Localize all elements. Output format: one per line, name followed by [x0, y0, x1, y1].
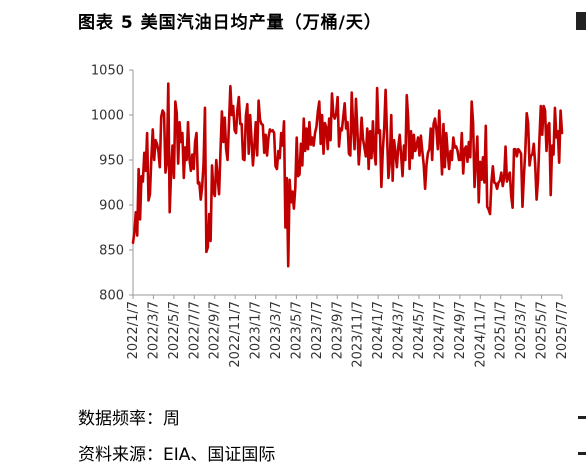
y-tick-label: 1000: [91, 109, 124, 124]
x-tick-label: 2023/5/7: [289, 301, 304, 359]
x-tick-label: 2022/5/7: [167, 301, 182, 359]
data-frequency-note: 数据频率：周: [78, 409, 180, 429]
y-tick-label: 800: [99, 289, 124, 304]
x-tick-label: 2024/7/7: [432, 301, 447, 359]
x-tick-label: 2023/9/7: [330, 301, 345, 359]
x-tick-label: 2024/1/7: [371, 301, 386, 359]
y-tick-label: 950: [99, 154, 124, 169]
clipped-edge-dot: [578, 452, 586, 455]
x-tick-label: 2023/3/7: [269, 301, 284, 359]
x-tick-label: 2022/11/7: [228, 301, 243, 368]
x-tick-label: 2022/9/7: [208, 301, 223, 359]
x-tick-label: 2024/11/7: [473, 301, 488, 368]
x-tick-label: 2022/1/7: [126, 301, 141, 359]
y-axis-ticks: 800 850 900 950 1000 1050: [91, 64, 133, 304]
x-axis-ticks: 2022/1/7 2022/3/7 2022/5/7 2022/7/7 2022/9/7…: [126, 295, 570, 368]
series-layer: [131, 82, 564, 268]
x-tick-label: 2022/3/7: [146, 301, 161, 359]
series-line-gasoline-production: [131, 82, 564, 268]
x-tick-label: 2025/3/7: [514, 301, 529, 359]
x-tick-label: 2025/5/7: [535, 301, 550, 359]
data-source-note: 资料来源：EIA、国证国际: [78, 445, 276, 465]
x-tick-label: 2024/9/7: [453, 301, 468, 359]
chart-title: 图表 5 美国汽油日均产量（万桶/天）: [78, 13, 382, 33]
clipped-edge-mark: [576, 12, 586, 30]
x-tick-label: 2025/1/7: [494, 301, 509, 359]
y-tick-label: 850: [99, 244, 124, 259]
x-tick-label: 2023/11/7: [351, 301, 366, 368]
x-tick-label: 2023/1/7: [249, 301, 264, 359]
y-tick-label: 900: [99, 199, 124, 214]
y-tick-label: 1050: [91, 64, 124, 79]
x-tick-label: 2023/7/7: [310, 301, 325, 359]
x-tick-label: 2024/5/7: [412, 301, 427, 359]
x-tick-label: 2025/7/7: [555, 301, 570, 359]
x-tick-label: 2022/7/7: [187, 301, 202, 359]
x-tick-label: 2024/3/7: [392, 301, 407, 359]
clipped-edge-dot: [578, 416, 586, 419]
chart-axes: [132, 70, 562, 296]
